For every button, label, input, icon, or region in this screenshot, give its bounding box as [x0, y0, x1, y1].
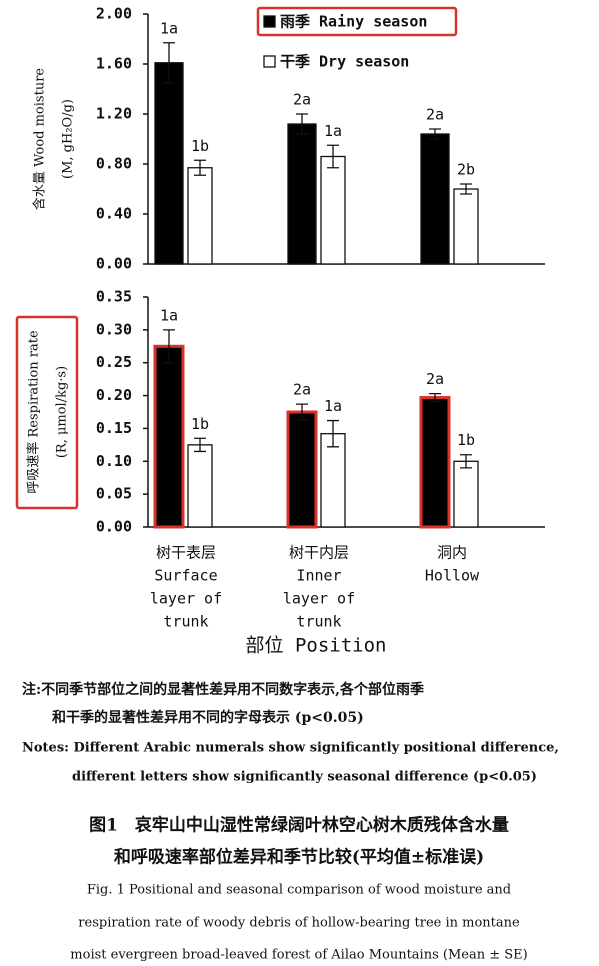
x-tick-label: Surface [154, 567, 217, 585]
y-tick-label: 0.80 [96, 155, 132, 173]
y-axis-label: 含水量 Wood moisture [32, 68, 48, 211]
letter-label: 1a [324, 397, 342, 415]
bar [187, 167, 213, 265]
x-tick-label: Hollow [425, 567, 480, 585]
x-tick-label: 树干表层 [156, 544, 216, 562]
letter-label: 1a [324, 122, 342, 140]
letter-label: 2a [426, 370, 444, 388]
caption: Fig. 1 Positional and seasonal compariso… [87, 883, 511, 898]
x-tick-label: 树干内层 [289, 544, 349, 562]
error-bar [460, 183, 472, 195]
error-bar [194, 159, 206, 176]
bar [453, 460, 479, 528]
x-tick-label: Inner [296, 567, 341, 585]
y-tick-label: 0.20 [96, 386, 132, 404]
letter-label: 1b [457, 431, 475, 449]
highlight-box [256, 6, 458, 37]
letter-label: 1b [191, 415, 209, 433]
letter-label: 1a [160, 306, 178, 324]
y-axis-label: (M, gH₂O/g) [61, 99, 76, 179]
note: Notes: Different Arabic numerals show si… [22, 741, 559, 756]
bar [453, 188, 479, 265]
y-tick-label: 0.05 [96, 485, 132, 503]
letter-label: 2b [457, 161, 475, 179]
note: 注:不同季节部位之间的显著性差异用不同数字表示,各个部位雨季 [22, 681, 424, 698]
legend-label: 干季 Dry season [280, 53, 409, 71]
bar [420, 133, 450, 265]
error-bar [327, 144, 339, 169]
y-axis-label: 呼吸速率 Respiration rate [26, 330, 42, 494]
y-tick-label: 0.15 [96, 419, 132, 437]
letter-label: 2a [293, 91, 311, 109]
note: 和干季的显著性差异用不同的字母表示 (p<0.05) [52, 709, 364, 726]
bar [286, 410, 318, 529]
y-tick-label: 1.60 [96, 55, 132, 73]
y-tick-label: 0.00 [96, 518, 132, 536]
caption: 和呼吸速率部位差异和季节比较(平均值±标准误) [114, 847, 484, 868]
bar [419, 396, 451, 529]
highlight-box [15, 315, 79, 510]
bar [287, 123, 317, 265]
caption: moist evergreen broad-leaved forest of A… [70, 948, 527, 963]
error-bar [194, 437, 206, 453]
x-tick-label: 洞内 [437, 544, 467, 562]
error-bar [163, 42, 175, 84]
legend-label: 雨季 Rainy season [280, 13, 427, 31]
y-tick-label: 0.25 [96, 353, 132, 371]
x-tick-label: trunk [296, 613, 341, 631]
x-tick-label: trunk [163, 613, 208, 631]
y-tick-label: 0.40 [96, 205, 132, 223]
letter-label: 1a [160, 19, 178, 37]
caption: respiration rate of woody debris of holl… [78, 916, 520, 931]
caption: 图1 哀牢山中山湿性常绿阔叶林空心树木质残体含水量 [89, 815, 509, 836]
y-tick-label: 1.20 [96, 105, 132, 123]
error-bar [429, 392, 441, 403]
legend-swatch [263, 55, 276, 68]
y-tick-label: 0.30 [96, 320, 132, 338]
y-tick-label: 0.35 [96, 288, 132, 306]
y-tick-label: 0.00 [96, 255, 132, 273]
letter-label: 1b [191, 137, 209, 155]
letter-label: 2a [293, 381, 311, 399]
bar [187, 444, 213, 528]
error-bar [296, 113, 308, 135]
bar [154, 62, 184, 265]
error-bar [327, 419, 339, 448]
bar [320, 155, 346, 265]
note: different letters show significantly sea… [72, 770, 537, 785]
error-bar [429, 128, 441, 140]
x-axis-label: 部位 Position [246, 635, 387, 657]
x-tick-label: layer of [150, 590, 222, 608]
legend-swatch [263, 15, 276, 28]
error-bar [163, 329, 175, 364]
x-tick-label: layer of [283, 590, 355, 608]
y-axis-label: (R, μmol/kg·s) [55, 366, 70, 458]
letter-label: 2a [426, 106, 444, 124]
error-bar [296, 403, 308, 421]
y-tick-label: 2.00 [96, 5, 132, 23]
bar [320, 433, 346, 528]
error-bar [460, 454, 472, 469]
y-tick-label: 0.10 [96, 452, 132, 470]
bar [153, 344, 185, 529]
